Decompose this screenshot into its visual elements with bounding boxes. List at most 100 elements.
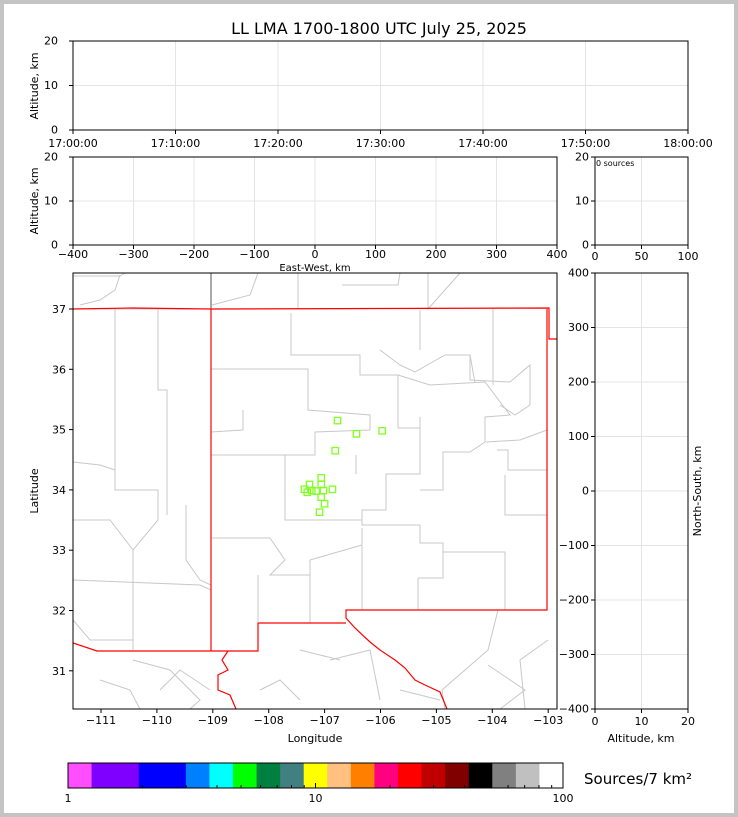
x-tick-label: −106 [365, 714, 395, 727]
y-tick-label: 10 [44, 79, 58, 92]
county-boundary [443, 551, 506, 610]
nm-state-boundary [73, 307, 557, 340]
county-boundary [485, 429, 548, 443]
lma-source-point [328, 485, 337, 494]
y-tick-label: 32 [52, 605, 66, 618]
lma-source-point [331, 446, 340, 455]
colorbar-tick-label: 1 [65, 792, 72, 805]
county-boundary [379, 349, 531, 416]
lma-source-point [312, 487, 321, 495]
y-tick-label: 31 [52, 665, 66, 678]
county-boundary [159, 669, 211, 691]
county-boundary [73, 579, 212, 591]
x-tick-label: 100 [678, 250, 699, 263]
colorbar-label: Sources/7 km² [584, 770, 692, 788]
axes-frame [594, 156, 689, 246]
colorbar-segment [374, 763, 399, 788]
map-ylabel: Latitude [28, 468, 41, 514]
y-tick-label: 300 [568, 321, 589, 334]
county-boundary [441, 609, 499, 709]
colorbar-segment [280, 763, 305, 788]
colorbar-tick-label: 100 [553, 792, 574, 805]
county-boundary [487, 664, 526, 709]
county-boundary [157, 309, 168, 515]
x-tick-label: −103 [533, 714, 563, 727]
y-tick-label: 0 [582, 239, 589, 252]
lma-source-point [320, 499, 329, 508]
county-boundary [504, 475, 547, 516]
lma-source-point [317, 473, 326, 482]
x-tick-label: −108 [254, 714, 284, 727]
y-tick-label: −200 [559, 594, 589, 607]
nm-state-boundary [217, 650, 237, 709]
county-boundary [290, 313, 420, 429]
x-tick-label: −105 [421, 714, 451, 727]
colorbar-segment [421, 763, 446, 788]
county-boundary [73, 461, 116, 471]
x-tick-label: −111 [86, 714, 116, 727]
county-boundary [211, 273, 259, 306]
northsouth-altitude-panel: 0 10 20 −400 −300 −200 −100 0 100 200 300 400 [559, 267, 695, 729]
county-boundary [397, 374, 511, 491]
x-tick-label: −104 [477, 714, 507, 727]
x-tick-label: 400 [547, 248, 568, 261]
x-tick-label: 200 [426, 248, 447, 261]
x-tick-label: 300 [486, 248, 507, 261]
lma-source-point [303, 488, 312, 497]
county-boundary [210, 410, 244, 433]
axes-frame [72, 156, 558, 246]
axes-frame [72, 40, 689, 131]
county-boundary [361, 417, 444, 579]
axes-frame [594, 272, 689, 710]
lma-source-point [352, 429, 361, 438]
x-tick-label: 0 [592, 250, 599, 263]
colorbar-tick-label: 10 [309, 792, 323, 805]
colorbar-segment [445, 763, 470, 788]
county-boundary [132, 659, 201, 709]
altitude-histogram-panel: 0 50 100 0 10 20 [575, 151, 699, 264]
x-tick-label: 17:40:00 [458, 137, 507, 150]
y-tick-label: 200 [568, 376, 589, 389]
county-boundary [497, 449, 547, 471]
county-boundary [299, 649, 341, 661]
x-tick-label: 10 [635, 715, 649, 728]
axes-frame [72, 272, 558, 710]
y-tick-label: 10 [575, 195, 589, 208]
x-tick-label: −100 [239, 248, 269, 261]
chart-title: LL LMA 1700-1800 UTC July 25, 2025 [231, 19, 527, 38]
colorbar-segment [398, 763, 423, 788]
county-boundary [342, 273, 401, 286]
map-xlabel: Longitude [288, 732, 343, 745]
ew-ylabel: Altitude, km [28, 167, 41, 234]
county-boundary [211, 368, 371, 456]
eastwest-altitude-panel: −400 −300 −200 −100 0 100 200 300 400 0 10 20 [44, 151, 568, 262]
x-tick-label: 17:10:00 [151, 137, 200, 150]
x-tick-label: 20 [681, 715, 695, 728]
y-tick-label: 34 [52, 484, 66, 497]
lma-source-point [315, 508, 324, 517]
y-tick-label: 0 [51, 124, 58, 137]
y-tick-label: 20 [44, 151, 58, 164]
plan-view-map-panel: −111 −110 −109 −108 −107 −106 −105 −104 −103 31 32… [52, 272, 563, 727]
y-tick-label: 35 [52, 424, 66, 437]
y-tick-label: 33 [52, 544, 66, 557]
colorbar-segment [539, 763, 564, 788]
y-tick-label: 100 [568, 430, 589, 443]
county-boundary [73, 309, 159, 551]
ew-xlabel: East-West, km [279, 263, 350, 274]
colorbar-segment [515, 763, 540, 788]
county-boundary [469, 354, 476, 384]
county-boundary [284, 455, 362, 521]
ns-xlabel: Altitude, km [607, 732, 674, 745]
y-tick-label: 0 [582, 485, 589, 498]
x-tick-label: −107 [309, 714, 339, 727]
county-boundary [329, 649, 381, 701]
nm-state-boundary [73, 623, 259, 652]
time-ylabel: Altitude, km [28, 52, 41, 119]
y-tick-label: −300 [559, 648, 589, 661]
colorbar: 1 10 100 [65, 762, 574, 805]
nm-state-boundary [345, 309, 548, 709]
colorbar-segment [138, 763, 187, 788]
colorbar-segment [209, 763, 234, 788]
y-tick-label: −100 [559, 539, 589, 552]
